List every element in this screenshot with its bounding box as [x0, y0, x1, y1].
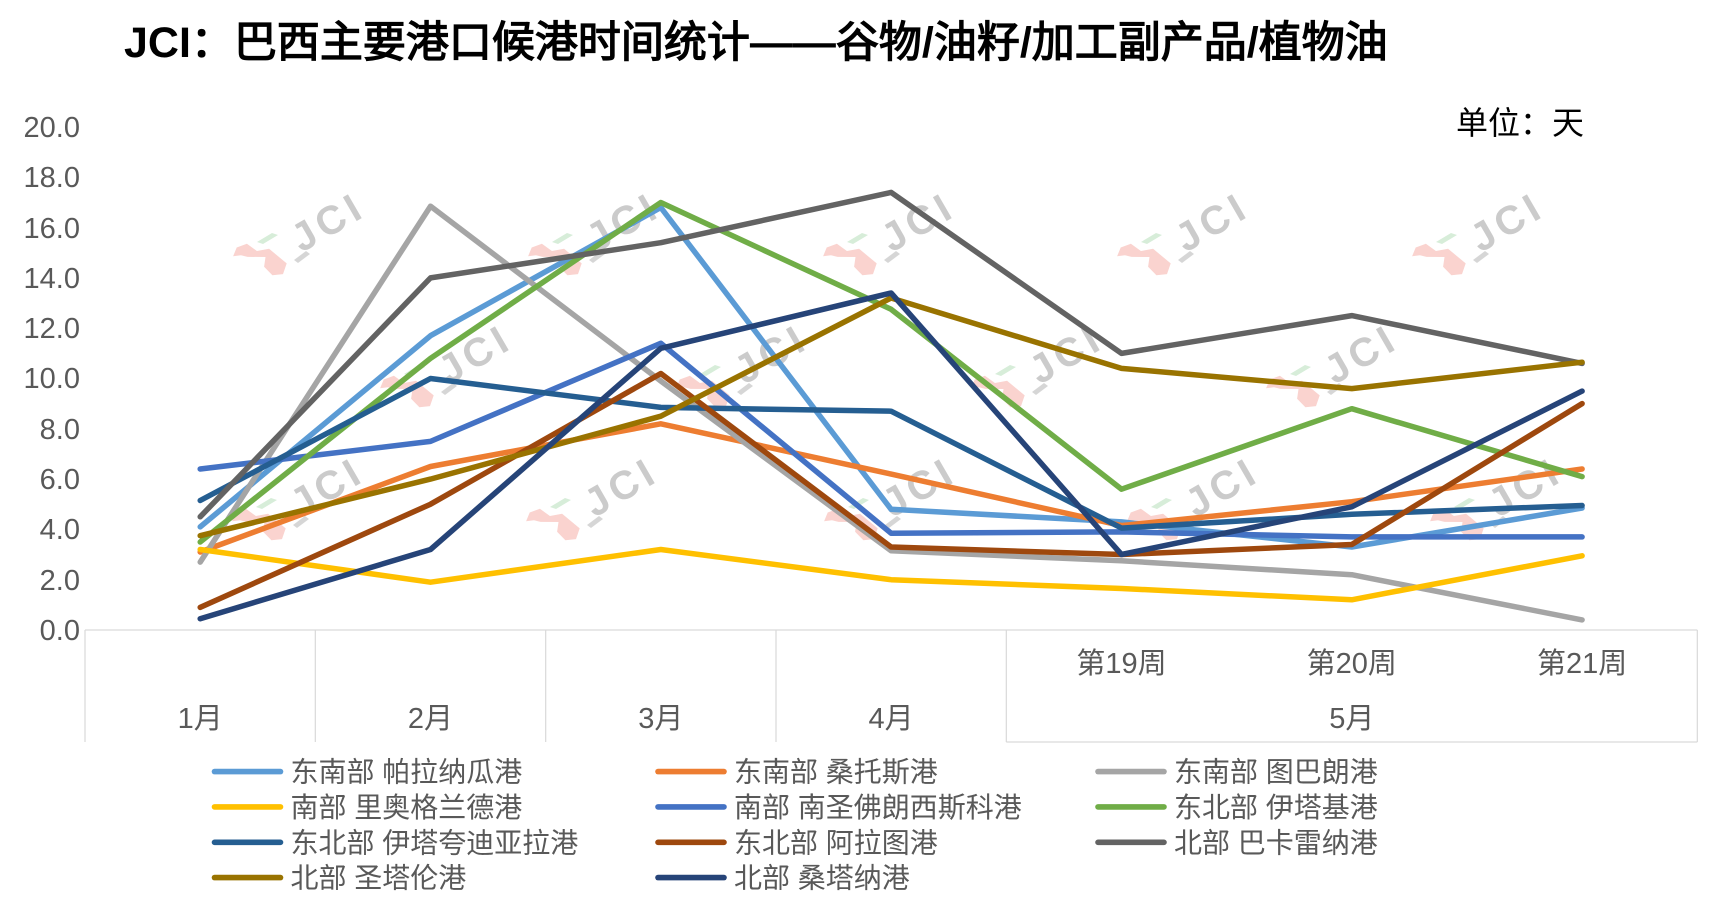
svg-text:第20周: 第20周: [1307, 647, 1397, 680]
svg-text:第21周: 第21周: [1537, 647, 1627, 680]
svg-text:10.0: 10.0: [24, 363, 80, 395]
svg-text:东北部 伊塔基港: 东北部 伊塔基港: [1174, 792, 1378, 823]
svg-text:2月: 2月: [408, 703, 453, 735]
svg-text:20.0: 20.0: [24, 112, 80, 144]
svg-text:14.0: 14.0: [24, 263, 80, 295]
svg-text:8.0: 8.0: [40, 414, 80, 446]
svg-text:16.0: 16.0: [24, 213, 80, 245]
svg-text:南部 里奥格兰德港: 南部 里奥格兰德港: [291, 792, 523, 823]
svg-text:4.0: 4.0: [40, 514, 80, 546]
svg-text:北部 圣塔伦港: 北部 圣塔伦港: [291, 863, 467, 894]
svg-text:单位：天: 单位：天: [1456, 105, 1584, 141]
svg-text:北部 巴卡雷纳港: 北部 巴卡雷纳港: [1174, 827, 1378, 858]
svg-text:5月: 5月: [1329, 703, 1374, 735]
svg-text:东南部 图巴朗港: 东南部 图巴朗港: [1174, 757, 1378, 788]
svg-text:1月: 1月: [178, 703, 223, 735]
svg-text:12.0: 12.0: [24, 313, 80, 345]
svg-text:2.0: 2.0: [40, 565, 80, 597]
svg-text:北部 桑塔纳港: 北部 桑塔纳港: [734, 863, 910, 894]
svg-text:南部 南圣佛朗西斯科港: 南部 南圣佛朗西斯科港: [734, 792, 1022, 823]
svg-text:第19周: 第19周: [1076, 647, 1166, 680]
svg-text:18.0: 18.0: [24, 162, 80, 194]
svg-text:东南部 帕拉纳瓜港: 东南部 帕拉纳瓜港: [291, 757, 523, 788]
svg-text:4月: 4月: [869, 703, 914, 735]
svg-text:JCI：巴西主要港口候港时间统计——谷物/油籽/加工副产品/: JCI：巴西主要港口候港时间统计——谷物/油籽/加工副产品/植物油: [124, 19, 1388, 67]
svg-text:东南部 桑托斯港: 东南部 桑托斯港: [734, 757, 938, 788]
svg-text:6.0: 6.0: [40, 464, 80, 496]
svg-text:东北部 阿拉图港: 东北部 阿拉图港: [734, 827, 938, 858]
svg-text:东北部 伊塔夸迪亚拉港: 东北部 伊塔夸迪亚拉港: [291, 827, 579, 858]
svg-text:3月: 3月: [638, 703, 683, 735]
svg-text:0.0: 0.0: [40, 615, 80, 647]
